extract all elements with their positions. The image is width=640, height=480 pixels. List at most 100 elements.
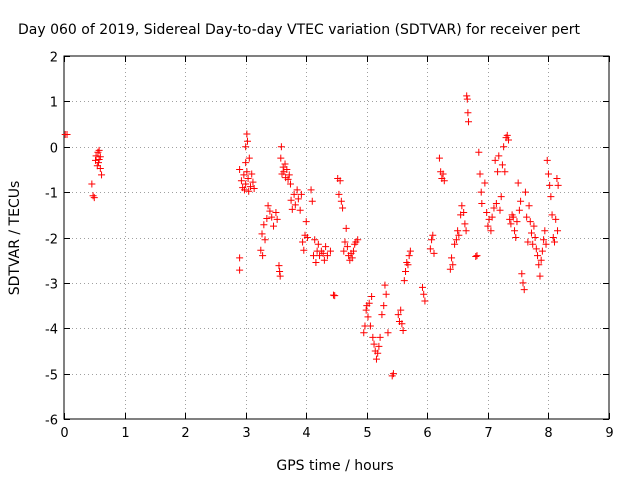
data-point	[277, 143, 285, 151]
data-point	[236, 254, 244, 262]
y-tick-label: -2	[45, 233, 58, 248]
data-point	[463, 92, 471, 100]
data-point	[319, 249, 327, 257]
data-point	[538, 247, 546, 255]
data-point	[535, 261, 543, 269]
data-point	[374, 349, 382, 357]
data-point	[236, 266, 244, 274]
data-point	[88, 180, 96, 188]
data-point	[343, 243, 351, 251]
data-point	[462, 227, 470, 235]
data-point	[554, 181, 562, 189]
data-point	[421, 297, 429, 305]
data-point	[518, 270, 526, 278]
data-point	[399, 327, 407, 335]
data-point	[544, 170, 552, 178]
y-tick-label: 0	[50, 142, 58, 157]
data-point	[543, 156, 551, 164]
data-point	[95, 159, 103, 167]
y-tick-label: -5	[45, 369, 58, 384]
data-point	[534, 252, 542, 260]
data-point	[511, 227, 519, 235]
chart-title: Day 060 of 2019, Sidereal Day-to-day VTE…	[18, 22, 580, 38]
data-point	[458, 202, 466, 210]
data-point	[245, 187, 253, 195]
data-point	[402, 268, 410, 276]
data-point	[316, 252, 324, 260]
y-tick-label: -4	[45, 323, 58, 338]
data-point	[418, 283, 426, 291]
data-point	[288, 205, 296, 213]
data-point	[430, 249, 438, 257]
data-point	[435, 154, 443, 162]
data-point	[96, 153, 104, 161]
data-point	[504, 136, 512, 144]
data-point	[514, 179, 522, 187]
data-point	[369, 333, 377, 341]
data-point	[398, 320, 406, 328]
data-point	[484, 222, 492, 230]
y-axis-title: SDTVAR / TECUs	[7, 181, 23, 296]
data-point	[481, 179, 489, 187]
data-point	[249, 178, 257, 186]
data-point	[370, 340, 378, 348]
data-point	[340, 247, 348, 255]
data-point	[337, 197, 345, 205]
x-tick-label: 7	[484, 426, 492, 441]
x-tick-label: 5	[363, 426, 371, 441]
data-point	[553, 175, 561, 183]
data-point	[448, 254, 456, 262]
data-point	[527, 229, 535, 237]
data-point	[394, 311, 402, 319]
x-tick-label: 6	[423, 426, 431, 441]
data-point	[259, 252, 267, 260]
data-point	[540, 236, 548, 244]
y-tick-label: -3	[45, 278, 58, 293]
data-point	[293, 186, 301, 194]
data-point	[473, 252, 481, 260]
data-point	[532, 245, 540, 253]
data-point	[242, 180, 250, 188]
data-point	[537, 256, 545, 264]
data-point	[520, 286, 528, 294]
data-point	[244, 175, 252, 183]
data-point	[477, 188, 485, 196]
data-point	[548, 211, 556, 219]
data-point	[420, 290, 428, 298]
data-point	[297, 190, 305, 198]
data-point	[472, 253, 480, 261]
data-point	[506, 215, 514, 223]
data-point	[279, 163, 287, 171]
data-point	[464, 109, 472, 117]
data-point	[523, 213, 531, 221]
data-point	[240, 186, 248, 194]
data-point	[335, 190, 343, 198]
data-point	[92, 152, 100, 160]
data-point	[483, 209, 491, 217]
data-point	[349, 247, 357, 255]
data-point	[439, 170, 447, 178]
x-tick-label: 9	[605, 426, 613, 441]
data-point	[463, 95, 471, 103]
data-point	[268, 213, 276, 221]
data-point	[286, 180, 294, 188]
data-point	[531, 234, 539, 241]
data-point	[455, 231, 463, 239]
data-point	[63, 130, 71, 138]
data-point	[519, 279, 527, 287]
data-point	[322, 243, 330, 251]
data-point	[515, 206, 523, 214]
data-point	[364, 313, 372, 321]
y-tick-label: -1	[45, 187, 58, 202]
data-point	[272, 209, 280, 217]
data-point	[551, 238, 558, 246]
data-point	[281, 160, 289, 168]
data-point	[354, 236, 362, 244]
data-point	[542, 240, 550, 248]
data-point	[331, 292, 339, 300]
data-point	[497, 193, 505, 201]
data-point	[495, 152, 503, 160]
data-point	[309, 252, 317, 260]
data-point	[426, 245, 434, 253]
data-point	[490, 204, 498, 212]
